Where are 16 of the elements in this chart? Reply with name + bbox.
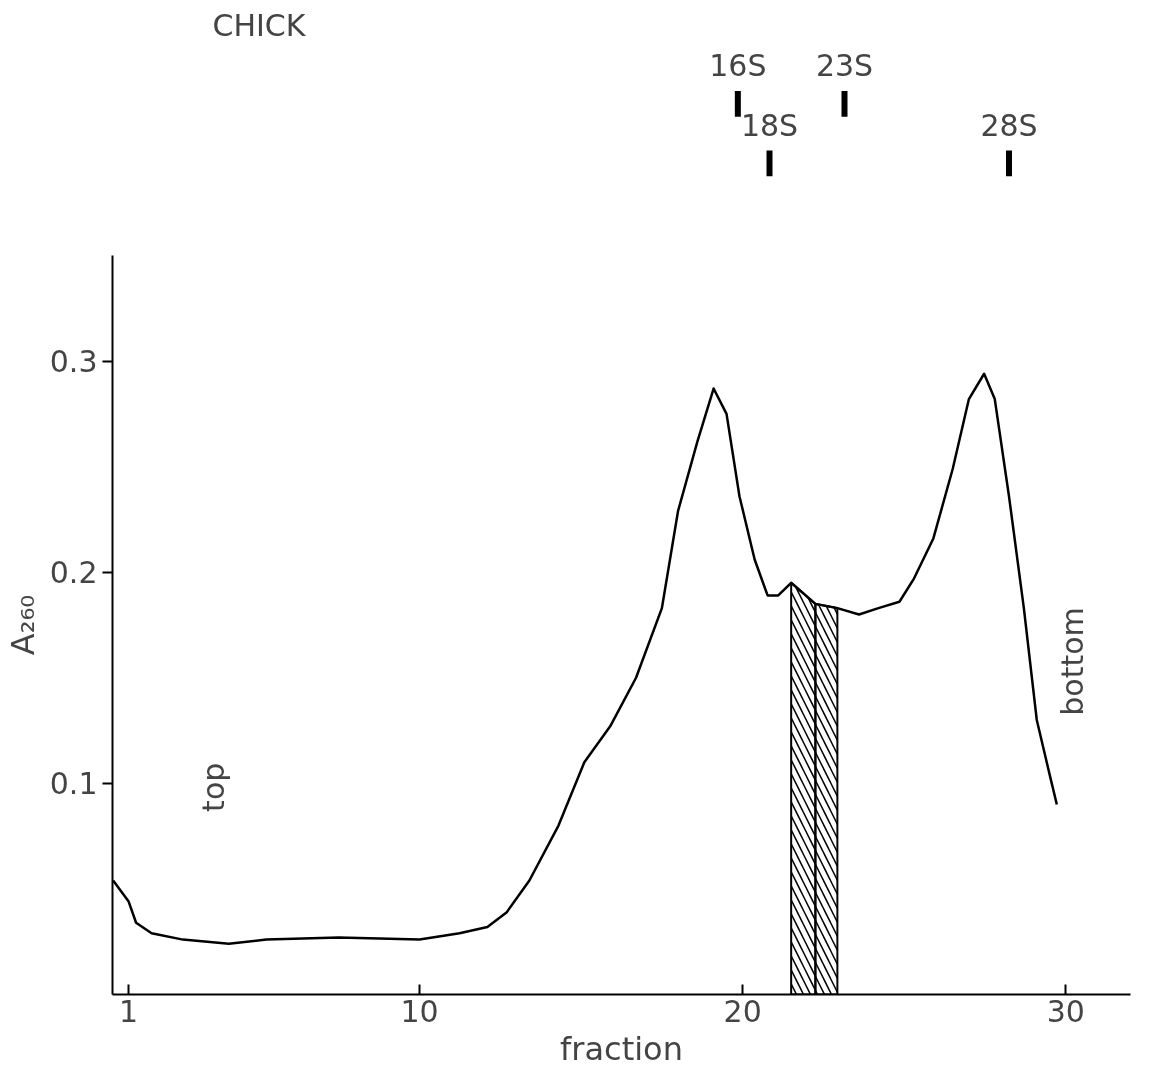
y-tick-label: 0.1 xyxy=(49,766,98,802)
ref-line-label: 18S xyxy=(740,107,799,143)
annotation: top xyxy=(196,762,231,812)
y-axis-title: A₂₆₀ xyxy=(3,594,42,656)
x-axis-title: fraction xyxy=(560,1029,683,1068)
ref-line-label: 28S xyxy=(980,107,1038,143)
ref-line-label: 23S xyxy=(815,48,874,84)
chart-title: CHICK xyxy=(212,7,307,43)
x-tick-label: 30 xyxy=(1046,993,1085,1029)
y-tick-label: 0.3 xyxy=(49,344,98,380)
x-tick-label: 10 xyxy=(400,993,439,1029)
ref-line-label: 16S xyxy=(709,48,767,84)
x-tick-label: 1 xyxy=(119,993,139,1029)
annotation: bottom xyxy=(1054,607,1090,716)
y-tick-label: 0.2 xyxy=(49,555,98,591)
x-tick-label: 20 xyxy=(723,993,762,1029)
